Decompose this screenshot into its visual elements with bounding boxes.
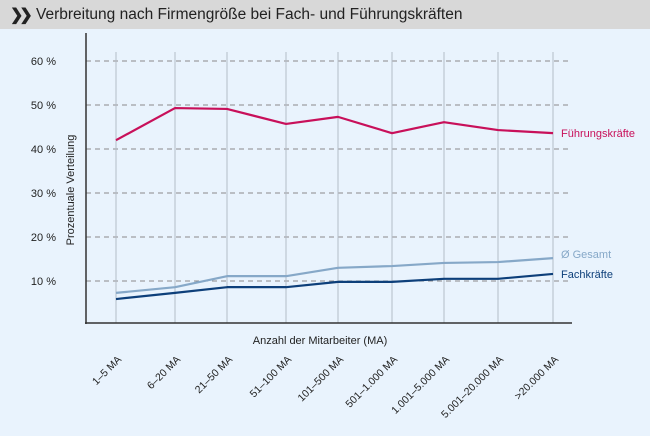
- x-tick-label: 101–500 MA: [296, 354, 347, 405]
- series-line: [115, 106, 554, 142]
- x-tick-label: >20.000 MA: [512, 354, 561, 403]
- series-label: Fachkräfte: [561, 269, 613, 281]
- y-tick-label: 30 %: [31, 188, 56, 200]
- x-tick-label: 1–5 MA: [90, 354, 124, 388]
- y-tick-label: 20 %: [31, 232, 56, 244]
- series-line: [115, 257, 554, 294]
- double-chevron-right-icon: ❯❯: [10, 6, 33, 24]
- series-label: Ø Gesamt: [561, 249, 611, 261]
- y-tick-label: 40 %: [31, 144, 56, 156]
- y-tick-label: 60 %: [31, 56, 56, 68]
- x-tick-label: 6–20 MA: [145, 354, 183, 392]
- y-tick-label: 50 %: [31, 100, 56, 112]
- x-tick-label: 501–1.000 MA: [343, 354, 400, 411]
- x-tick-label: 21–50 MA: [193, 354, 235, 396]
- x-tick-label: 51–100 MA: [248, 354, 294, 400]
- y-axis-label: Prozentuale Verteilung: [65, 135, 77, 246]
- y-tick-label: 10 %: [31, 276, 56, 288]
- series-label: Führungskräfte: [561, 128, 635, 140]
- chart-title: Verbreitung nach Firmengröße bei Fach- u…: [36, 5, 463, 23]
- title-bar: ❯❯ Verbreitung nach Firmengröße bei Fach…: [0, 0, 650, 29]
- x-axis-label: Anzahl der Mitarbeiter (MA): [253, 335, 388, 347]
